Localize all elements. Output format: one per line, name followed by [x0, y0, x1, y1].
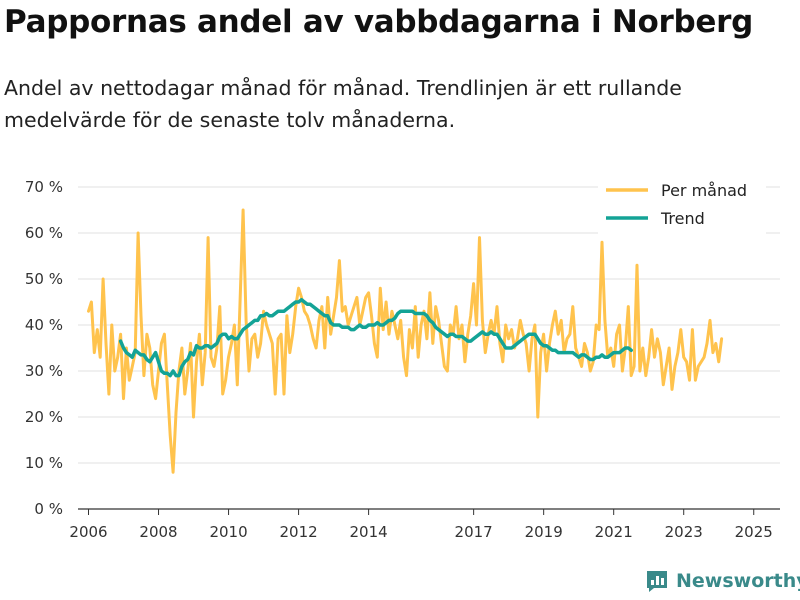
x-tick-label: 2006	[69, 523, 107, 541]
y-tick-label: 50 %	[25, 270, 63, 288]
x-tick-label: 2014	[350, 523, 388, 541]
x-tick-label: 2008	[139, 523, 177, 541]
brand-name: Newsworthy	[676, 570, 800, 592]
y-tick-label: 10 %	[25, 454, 63, 472]
axes: 0 % 10 % 20 % 30 % 40 % 50 % 60 % 70 % 2006 2008 2…	[25, 178, 780, 541]
x-tick-label: 2021	[595, 523, 633, 541]
legend-label: Trend	[660, 209, 705, 228]
y-tick-label: 70 %	[25, 178, 63, 196]
legend: Per månad Trend	[598, 178, 766, 236]
y-tick-label: 0 %	[34, 500, 63, 518]
x-tick-label: 2010	[209, 523, 247, 541]
y-tick-label: 20 %	[25, 408, 63, 426]
legend-background	[598, 178, 766, 236]
x-tick-label: 2025	[735, 523, 773, 541]
newsworthy-logo-icon	[647, 571, 667, 592]
chart-subtitle: Andel av nettodagar månad för månad. Tre…	[4, 76, 682, 132]
series-line-per-manad	[87, 208, 724, 474]
y-tick-label: 30 %	[25, 362, 63, 380]
chart-title: Pappornas andel av vabbdagarna i Norberg	[4, 4, 753, 40]
y-tick-label: 60 %	[25, 224, 63, 242]
brand-logo: Newsworthy	[644, 568, 800, 594]
x-tick-label: 2012	[279, 523, 317, 541]
legend-label: Per månad	[661, 181, 747, 200]
y-tick-label: 40 %	[25, 316, 63, 334]
series-line-trend	[118, 297, 633, 378]
x-tick-label: 2017	[455, 523, 493, 541]
x-tick-label: 2023	[665, 523, 703, 541]
x-tick-label: 2019	[525, 523, 563, 541]
series	[87, 208, 724, 474]
